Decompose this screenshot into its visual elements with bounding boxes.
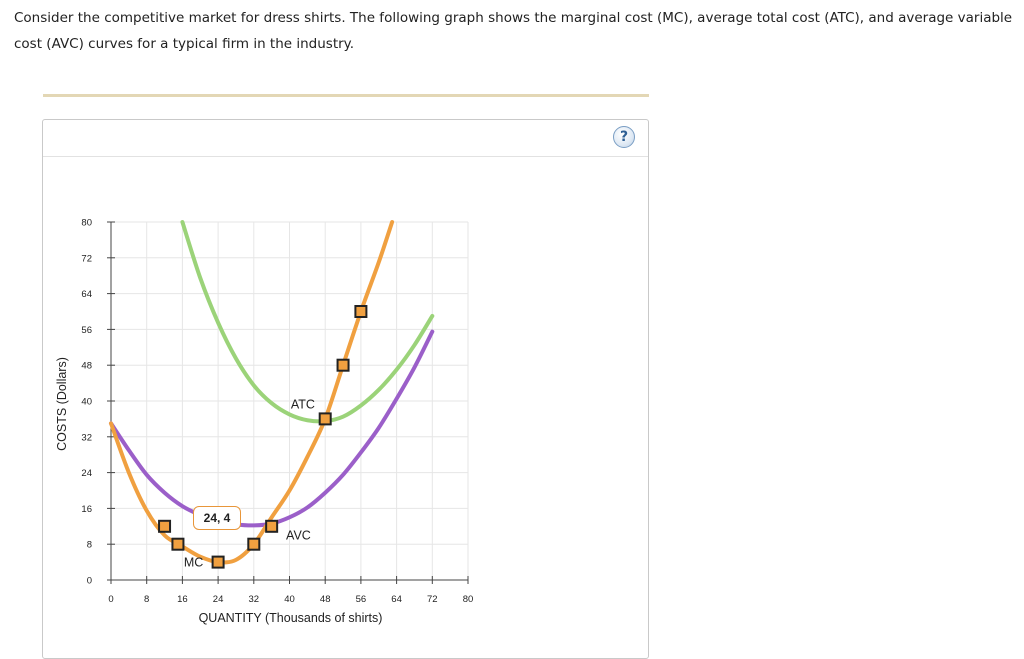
x-tick-label: 56: [356, 594, 367, 605]
divider: [43, 94, 649, 97]
avc-label: AVC: [286, 529, 311, 543]
axes: 0 8 16 24 32 40 48 56 64 72 80 0 8 16 24 32 40 48 56 64 72 80: [81, 218, 473, 606]
y-tick-label: 16: [81, 504, 92, 515]
y-tick-label: 32: [81, 432, 92, 443]
point-tooltip: 24, 4: [193, 506, 241, 530]
mc-point-marker[interactable]: [354, 305, 368, 318]
y-tick-label: 56: [81, 325, 92, 336]
y-tick-label: 72: [81, 253, 92, 264]
atc-curve: [180, 220, 435, 424]
question-text: Consider the competitive market for dres…: [14, 10, 1013, 52]
mc-curve: [109, 220, 395, 565]
curve-labels: ATC AVC MC: [184, 398, 315, 570]
series-curves: [109, 220, 435, 565]
x-tick-label: 48: [320, 594, 331, 605]
mc-point-marker[interactable]: [318, 412, 332, 426]
y-tick-label: 64: [81, 289, 92, 300]
x-tick-label: 32: [249, 594, 260, 605]
y-tick-label: 8: [87, 540, 92, 551]
x-tick-label: 24: [213, 594, 224, 605]
grid: [111, 221, 469, 580]
y-tick-label: 24: [81, 468, 92, 479]
x-tick-label: 40: [284, 594, 295, 605]
mc-point-marker[interactable]: [336, 358, 350, 372]
avc-curve: [109, 329, 435, 528]
x-tick-label: 16: [177, 594, 188, 605]
x-tick-label: 8: [144, 594, 149, 605]
x-axis-title: QUANTITY (Thousands of shirts): [199, 611, 383, 625]
mc-point-marker[interactable]: [171, 537, 185, 551]
y-tick-label: 80: [81, 218, 92, 229]
help-button[interactable]: ?: [613, 126, 635, 148]
mc-point-marker[interactable]: [247, 537, 261, 551]
mc-point-marker[interactable]: [158, 519, 172, 533]
y-tick-label: 48: [81, 361, 92, 372]
mc-label: MC: [184, 556, 203, 570]
panel-header-divider: [43, 156, 648, 157]
atc-label: ATC: [291, 398, 315, 412]
mc-point-marker[interactable]: [211, 555, 225, 569]
y-axis-title: COSTS (Dollars): [55, 357, 69, 451]
point-markers[interactable]: [158, 305, 368, 569]
graph-panel: ?: [42, 119, 649, 659]
x-tick-label: 80: [463, 594, 474, 605]
x-tick-label: 0: [108, 594, 113, 605]
y-tick-label: 40: [81, 397, 92, 408]
x-tick-label: 72: [427, 594, 438, 605]
x-tick-label: 64: [391, 594, 402, 605]
mc-point-marker[interactable]: [265, 519, 279, 533]
y-tick-label: 0: [87, 576, 92, 587]
